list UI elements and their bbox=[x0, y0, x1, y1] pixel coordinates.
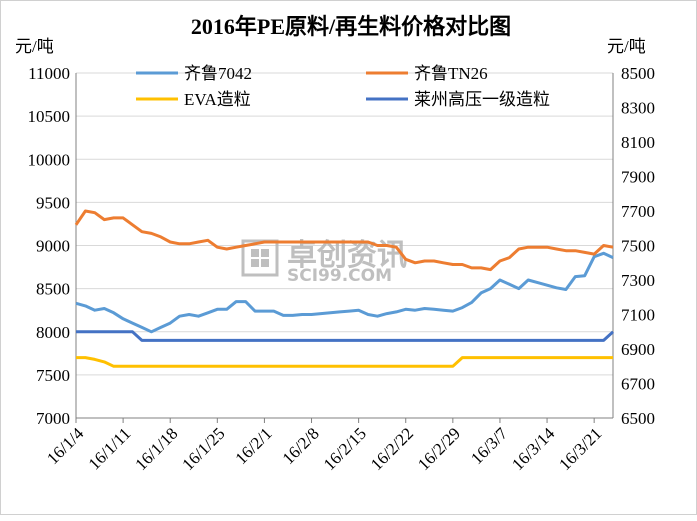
chart-title: 2016年PE原料/再生料价格对比图 bbox=[191, 14, 511, 39]
right-tick-label-6: 7700 bbox=[621, 202, 655, 221]
left-tick-label-5: 9500 bbox=[36, 193, 70, 212]
watermark-brand: 卓创资讯 bbox=[287, 238, 407, 273]
series-lines bbox=[74, 209, 615, 368]
right-tick-label-9: 8300 bbox=[621, 99, 655, 118]
legend-label-3: 莱州高压一级造粒 bbox=[414, 90, 550, 109]
right-tick-label-7: 7900 bbox=[621, 168, 655, 187]
watermark-logo-icon bbox=[241, 239, 279, 277]
x-tick-label-1: 16/1/11 bbox=[85, 424, 135, 474]
x-tick-label-7: 16/2/22 bbox=[367, 424, 417, 474]
left-tick-label-7: 10500 bbox=[28, 107, 71, 126]
left-tick-label-8: 11000 bbox=[28, 64, 70, 83]
left-axis-unit: 元/吨 bbox=[15, 37, 54, 56]
x-tick-label-5: 16/2/8 bbox=[279, 424, 323, 468]
right-tick-label-1: 6700 bbox=[621, 375, 655, 394]
x-tick-label-9: 16/3/7 bbox=[467, 424, 512, 469]
right-axis-unit: 元/吨 bbox=[607, 37, 646, 56]
right-tick-label-4: 7300 bbox=[621, 271, 655, 290]
series-line-2 bbox=[76, 356, 613, 368]
x-tick-label-4: 16/2/1 bbox=[232, 424, 276, 468]
right-tick-label-3: 7100 bbox=[621, 306, 655, 325]
right-tick-label-10: 8500 bbox=[621, 64, 655, 83]
series-line-3 bbox=[76, 330, 615, 342]
left-tick-label-0: 7000 bbox=[36, 409, 70, 428]
right-axis-ticks: 6500 6700 6900 7100 7300 7500 7700 7900 8100 8300… bbox=[621, 64, 655, 428]
x-tick-label-0: 16/1/4 bbox=[43, 424, 88, 469]
series-line-1 bbox=[74, 209, 614, 272]
left-tick-label-4: 9000 bbox=[36, 237, 70, 256]
left-tick-label-1: 7500 bbox=[36, 366, 70, 385]
watermark: 卓创资讯 SCI99.COM bbox=[241, 238, 407, 286]
x-tick-label-8: 16/2/29 bbox=[414, 424, 464, 474]
x-tick-label-2: 16/1/18 bbox=[131, 424, 181, 474]
left-tick-label-6: 10000 bbox=[28, 150, 71, 169]
right-tick-label-2: 6900 bbox=[621, 340, 655, 359]
right-tick-label-8: 8100 bbox=[621, 133, 655, 152]
left-tick-label-3: 8500 bbox=[36, 280, 70, 299]
right-tick-label-0: 6500 bbox=[621, 409, 655, 428]
legend: 齐鲁7042 齐鲁TN26 EVA造粒 莱州高压一级造粒 bbox=[136, 64, 550, 109]
right-tick-label-5: 7500 bbox=[621, 237, 655, 256]
x-tick-label-10: 16/3/14 bbox=[508, 424, 559, 475]
gridlines bbox=[76, 72, 613, 376]
x-tick-label-6: 16/2/15 bbox=[320, 424, 370, 474]
legend-label-1: 齐鲁TN26 bbox=[414, 64, 488, 83]
axes bbox=[75, 73, 614, 419]
legend-label-0: 齐鲁7042 bbox=[184, 64, 252, 83]
x-tick-label-11: 16/3/21 bbox=[555, 424, 605, 474]
watermark-domain: SCI99.COM bbox=[287, 266, 392, 286]
left-axis-ticks: 7000 7500 8000 8500 9000 9500 10000 10500 11000 bbox=[28, 64, 71, 428]
series-line-0 bbox=[75, 251, 614, 334]
left-tick-label-2: 8000 bbox=[36, 323, 70, 342]
x-tick-label-3: 16/1/25 bbox=[178, 424, 228, 474]
legend-label-2: EVA造粒 bbox=[184, 90, 251, 109]
